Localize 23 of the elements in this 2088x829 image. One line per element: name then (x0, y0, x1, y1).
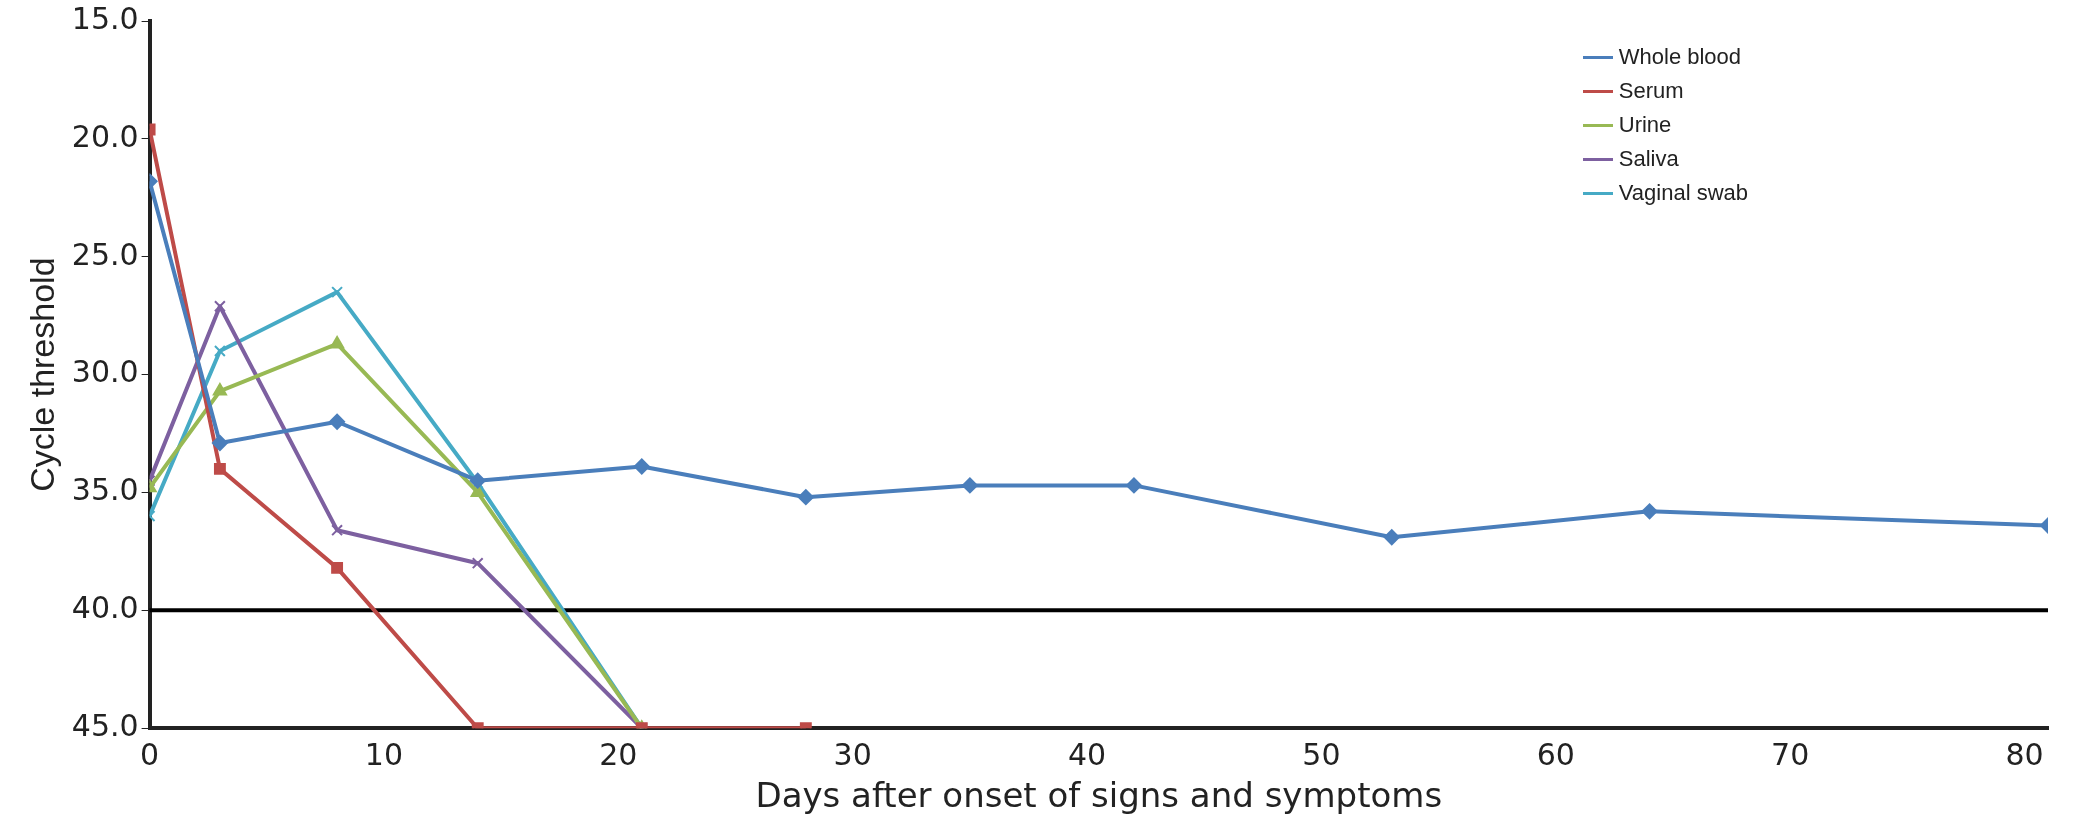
y-tick-label: 40.0 (71, 590, 139, 626)
y-tick-label: 25.0 (71, 236, 139, 272)
x-tick-label: 50 (1302, 737, 1341, 772)
x-tick-label: 60 (1536, 737, 1575, 772)
x-axis-title: Days after onset of signs and symptoms (755, 775, 1443, 816)
legend-label: Vaginal swab (1618, 180, 1748, 206)
x-tick-label: 40 (1067, 737, 1107, 772)
x-tick-label: 30 (833, 737, 872, 772)
y-axis-title: Cycle threshold (22, 257, 61, 492)
legend-label: Saliva (1618, 146, 1679, 172)
x-tick-label: 80 (2005, 737, 2044, 772)
legend-label: Urine (1618, 112, 1672, 138)
x-tick-label: 10 (364, 737, 404, 772)
y-tick-label: 45.0 (71, 708, 139, 743)
y-tick-label: 30.0 (71, 354, 139, 390)
x-tick-label: 20 (599, 737, 638, 772)
y-tick-label: 15.0 (71, 0, 139, 36)
x-tick-label: 0 (140, 737, 160, 772)
legend-label: Whole blood (1618, 44, 1742, 70)
y-tick-label: 35.0 (71, 472, 139, 508)
x-tick-label: 70 (1771, 737, 1810, 772)
y-tick-label: 20.0 (71, 118, 139, 154)
legend-label: Serum (1618, 78, 1684, 104)
